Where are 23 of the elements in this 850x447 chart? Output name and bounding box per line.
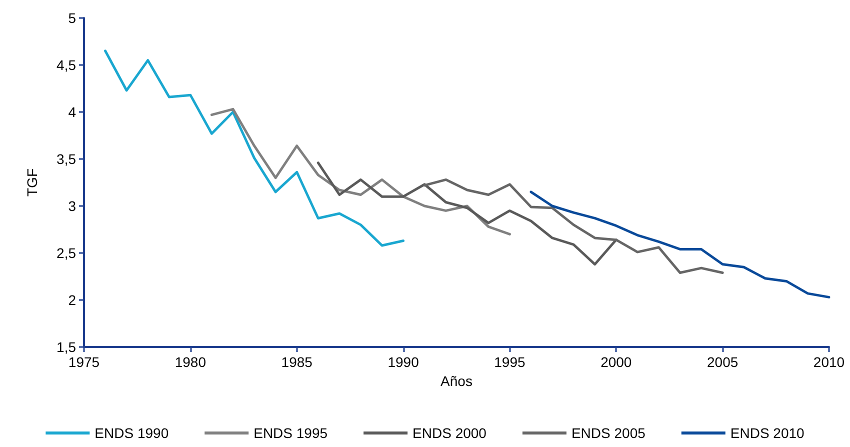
x-tick-label: 2000 <box>600 354 632 370</box>
y-tick-label: 4 <box>68 104 76 120</box>
x-tick-label: 1990 <box>388 354 420 370</box>
y-tick-label: 3,5 <box>56 151 76 167</box>
y-tick-label: 5 <box>68 10 76 26</box>
x-tick-label: 2010 <box>813 354 845 370</box>
x-tick-label: 2005 <box>706 354 738 370</box>
x-tick-label: 1985 <box>281 354 313 370</box>
legend-label: ENDS 2005 <box>571 425 646 441</box>
x-tick-label: 1995 <box>494 354 526 370</box>
legend-label: ENDS 1990 <box>94 425 169 441</box>
y-tick-label: 2 <box>68 292 76 308</box>
y-axis-title: TGF <box>24 168 40 196</box>
x-axis-title: Años <box>440 372 472 389</box>
legend-label: ENDS 1995 <box>254 425 328 441</box>
y-tick-label: 3 <box>68 198 76 214</box>
x-tick-label: 1980 <box>174 354 206 370</box>
y-tick-label: 1,5 <box>56 339 76 355</box>
x-tick-label: 1975 <box>68 354 100 370</box>
legend-label: ENDS 2000 <box>412 425 487 441</box>
y-tick-label: 2,5 <box>56 245 76 261</box>
y-tick-label: 4,5 <box>56 57 76 73</box>
legend-label: ENDS 2010 <box>730 425 805 441</box>
